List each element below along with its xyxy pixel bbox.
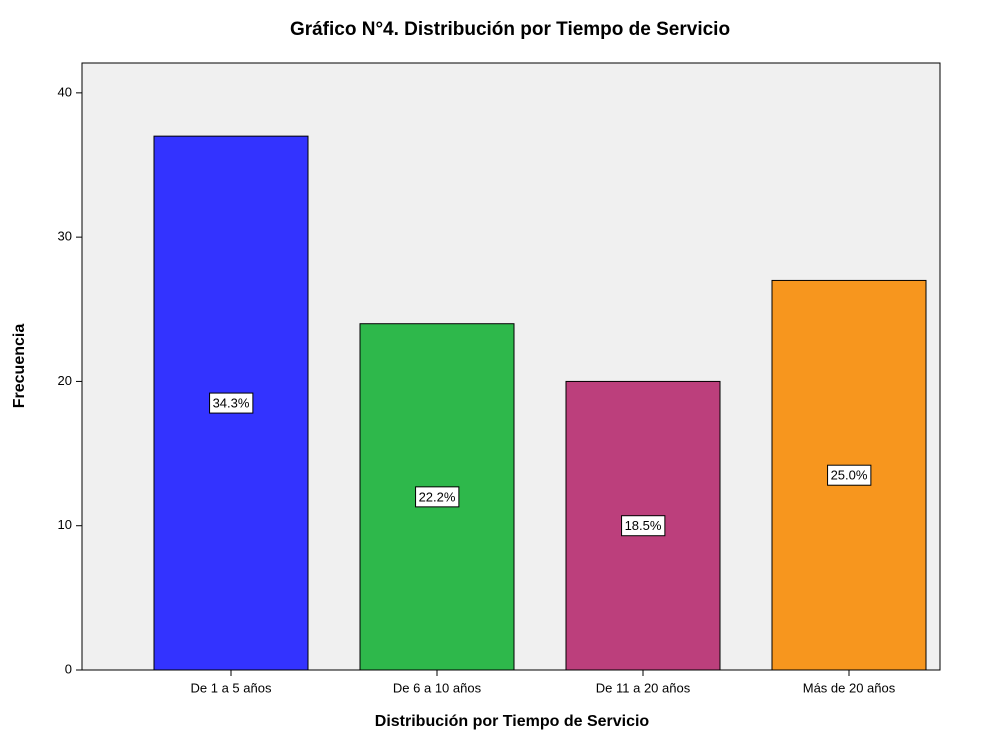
y-axis-title: Frecuencia <box>11 324 28 409</box>
data-label-box <box>621 515 666 537</box>
y-tick-label: 30 <box>58 229 72 244</box>
x-tick-label: Más de 20 años <box>803 680 896 695</box>
x-tick-label: De 11 a 20 años <box>596 680 691 695</box>
chart-title: Gráfico N°4. Distribución por Tiempo de … <box>290 19 730 40</box>
x-axis-title: Distribución por Tiempo de Servicio <box>375 713 650 730</box>
data-label: 22.2% <box>419 489 456 504</box>
y-tick-label: 10 <box>58 517 72 532</box>
data-label-box <box>209 392 254 414</box>
data-label-box <box>827 464 872 486</box>
data-label: 18.5% <box>625 518 662 533</box>
x-tick-label: De 1 a 5 años <box>191 680 272 695</box>
y-tick-label: 40 <box>58 84 72 99</box>
data-label-box <box>415 486 460 508</box>
y-tick-label: 20 <box>58 373 72 388</box>
y-tick-label: 0 <box>65 661 72 676</box>
x-tick-label: De 6 a 10 años <box>393 680 482 695</box>
data-label: 34.3% <box>213 396 250 411</box>
data-label: 25.0% <box>831 468 868 483</box>
